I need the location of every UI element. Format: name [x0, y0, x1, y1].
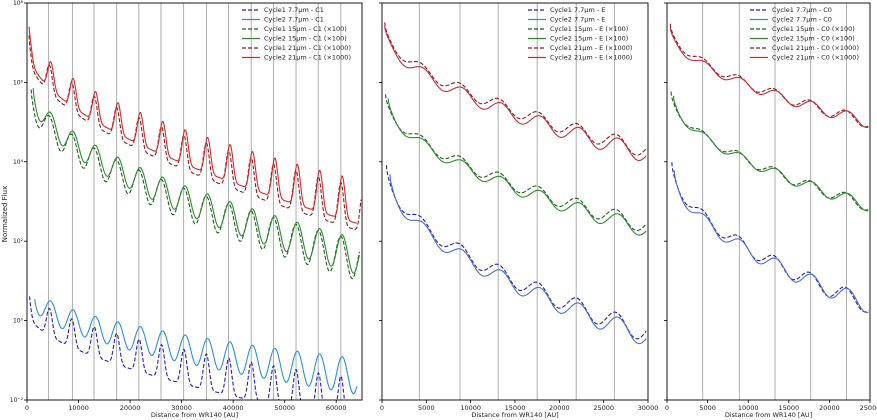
- legend-label: Cycle1 21μm - C1 (×1000): [264, 44, 351, 52]
- x-tick-label: 50000: [274, 404, 295, 412]
- series-line-C0-1: [673, 170, 869, 314]
- x-tick-label: 5000: [418, 404, 435, 412]
- x-tick-label: 20000: [120, 404, 141, 412]
- series-line-C1-2: [30, 89, 360, 280]
- legend-label: Cycle1 7.7μm - C1: [264, 6, 324, 14]
- legend-label: Cycle2 21μm - E (×1000): [550, 54, 632, 62]
- y-tick-label: 10⁴: [13, 159, 24, 166]
- series-line-C0-3: [672, 95, 869, 212]
- series-group: [28, 26, 362, 400]
- x-tick-label: 10000: [738, 404, 759, 412]
- series-group: [669, 23, 869, 314]
- series-line-C0-0: [671, 162, 869, 313]
- y-tick-label: 10⁰: [13, 318, 24, 325]
- x-tick-label: 5000: [699, 404, 716, 412]
- series-line-C1-1: [34, 299, 358, 395]
- series-line-C1-3: [32, 88, 360, 274]
- legend-label: Cycle1 15μm - C1 (×100): [264, 25, 347, 33]
- x-axis-label: Distance from WR140 [AU]: [471, 411, 558, 419]
- legend-label: Cycle1 15μm - C0 (×100): [772, 25, 855, 33]
- series-line-C0-4: [669, 23, 869, 128]
- legend-label: Cycle2 15μm - E (×100): [550, 35, 628, 43]
- series-line-E-5: [384, 25, 647, 161]
- legend-label: Cycle2 7.7μm - C1: [264, 16, 324, 24]
- panel-frame: [666, 2, 871, 401]
- y-tick-label: 10⁻²: [10, 397, 24, 404]
- series-line-C1-4: [28, 35, 362, 230]
- panel-C0: 0 5000 10000 15000 20000 25000 Distance from W…: [664, 2, 877, 419]
- panel-frame: [26, 2, 363, 401]
- x-tick-label: 60000: [326, 404, 347, 412]
- x-tick-label: 20000: [819, 404, 840, 412]
- x-tick-label: 0: [665, 404, 669, 412]
- x-tick-label: 20000: [549, 404, 570, 412]
- x-tick-label: 25000: [860, 404, 877, 412]
- y-tick-label: 10⁶: [13, 79, 24, 86]
- legend-label: Cycle1 7.7μm - E: [550, 6, 605, 14]
- series-line-C1-0: [29, 296, 345, 400]
- y-axis-label: Normalized Flux: [1, 186, 9, 242]
- legend-label: Cycle1 15μm - E (×100): [550, 25, 628, 33]
- series-line-E-1: [389, 174, 647, 345]
- legend-label: Cycle1 21μm - C0 (×1000): [772, 44, 859, 52]
- series-line-E-4: [384, 22, 647, 156]
- legend-label: Cycle1 21μm - E (×1000): [550, 44, 632, 52]
- x-axis-label: Distance from WR140 [AU]: [151, 411, 238, 419]
- x-tick-label: 10000: [460, 404, 481, 412]
- panel-E: 0 5000 10000 15000 20000 25000 30000 Distance f…: [379, 2, 659, 419]
- panel-C1: 0 10000 20000 30000 40000 50000 60000 10⁻² 10⁰ 10…: [10, 0, 363, 419]
- legend-label: Cycle2 7.7μm - C0: [772, 16, 832, 24]
- x-tick-label: 15000: [505, 404, 526, 412]
- y-tick-label: 10²: [13, 238, 24, 245]
- legend-label: Cycle2 15μm - C0 (×100): [772, 35, 855, 43]
- series-line-C0-5: [669, 27, 869, 129]
- x-tick-label: 25000: [593, 404, 614, 412]
- legend-label: Cycle1 7.7μm - C0: [772, 6, 832, 14]
- x-tick-label: 0: [380, 404, 384, 412]
- x-tick-label: 10000: [68, 404, 89, 412]
- series-line-E-2: [385, 94, 647, 232]
- x-axis-label: Distance from WR140 [AU]: [725, 411, 812, 419]
- series-line-C1-5: [28, 26, 357, 224]
- x-tick-label: 40000: [223, 404, 244, 412]
- legend-label: Cycle2 7.7μm - E: [550, 16, 605, 24]
- legend-label: Cycle2 15μm - C1 (×100): [264, 35, 347, 43]
- panels: 0 10000 20000 30000 40000 50000 6000010⁻²10⁰10…: [10, 0, 877, 419]
- series-line-C0-2: [670, 91, 869, 211]
- series-line-E-0: [385, 165, 647, 340]
- legend-label: Cycle2 21μm - C1 (×1000): [264, 54, 351, 62]
- y-tick-label: 10⁸: [13, 0, 24, 7]
- legend-label: Cycle2 21μm - C0 (×1000): [772, 54, 859, 62]
- x-tick-label: 30000: [171, 404, 192, 412]
- x-tick-label: 30000: [638, 404, 659, 412]
- x-tick-label: 15000: [778, 404, 799, 412]
- series-line-E-3: [387, 98, 647, 236]
- series-group: [384, 22, 647, 345]
- x-tick-label: 0: [25, 404, 29, 412]
